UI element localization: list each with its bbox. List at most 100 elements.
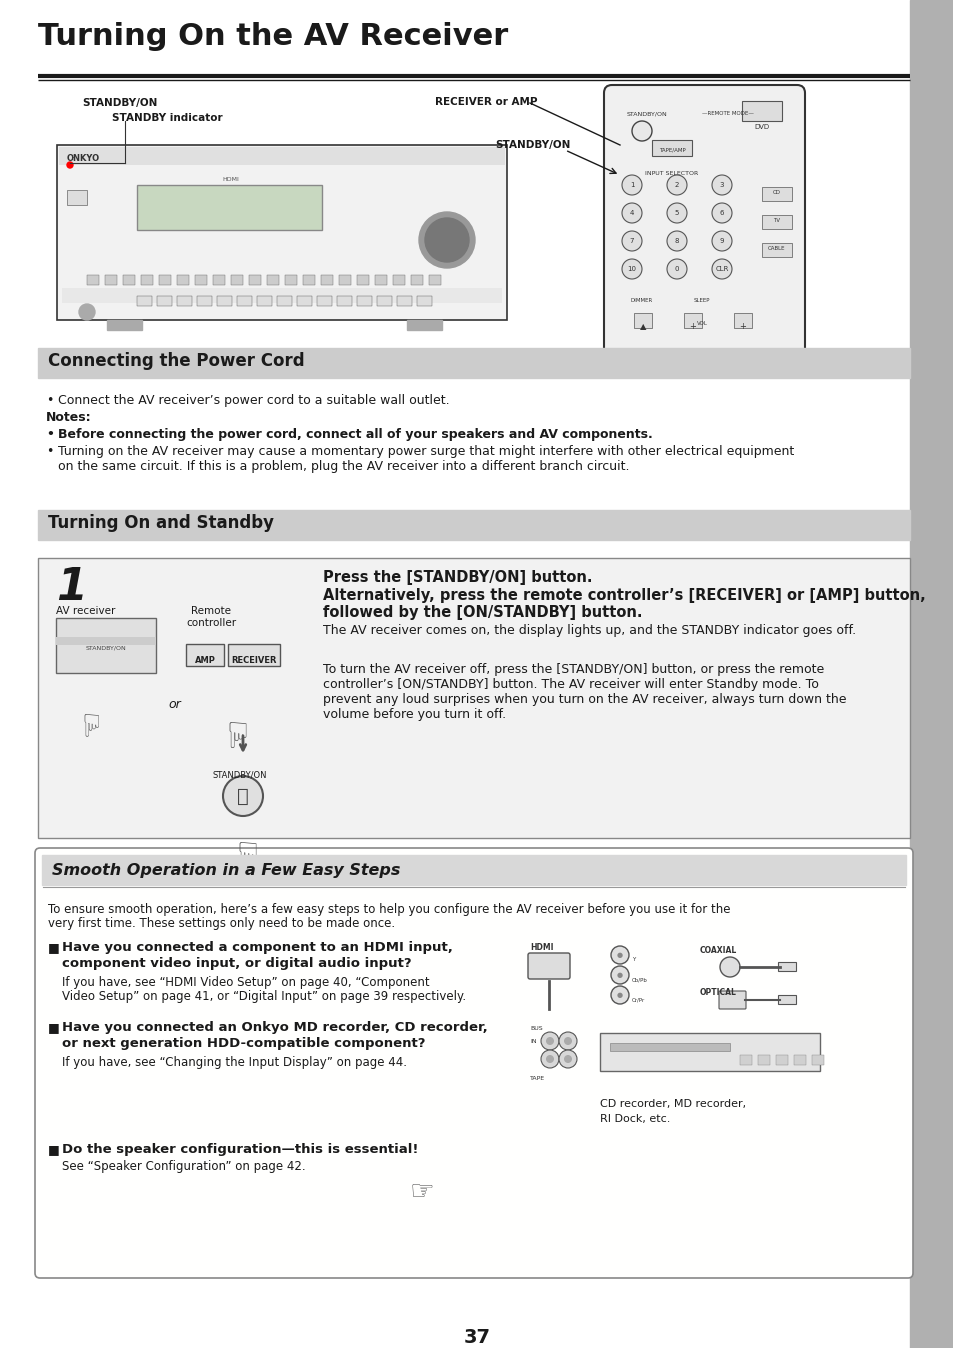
Bar: [216, 297, 232, 306]
Bar: [236, 297, 252, 306]
Text: 10: 10: [627, 266, 636, 272]
Text: ■: ■: [48, 941, 60, 954]
Text: Alternatively, press the remote controller’s [RECEIVER] or [AMP] button,: Alternatively, press the remote controll…: [323, 588, 924, 603]
Text: ■: ■: [48, 1143, 60, 1157]
Text: ⏻: ⏻: [237, 786, 249, 806]
Bar: [683, 313, 701, 328]
Text: 6: 6: [719, 210, 723, 216]
Text: followed by the [ON/STANDBY] button.: followed by the [ON/STANDBY] button.: [323, 605, 641, 620]
Bar: [107, 319, 142, 330]
Text: Turning On the AV Receiver: Turning On the AV Receiver: [38, 22, 508, 51]
Circle shape: [666, 259, 686, 279]
Text: Cb/Pb: Cb/Pb: [631, 977, 647, 981]
Bar: [276, 297, 292, 306]
Circle shape: [621, 175, 641, 195]
Text: Do the speaker configuration—this is essential!: Do the speaker configuration—this is ess…: [62, 1143, 418, 1157]
Text: SLEEP: SLEEP: [693, 298, 709, 303]
Bar: [137, 185, 322, 231]
Text: Connect the AV receiver’s power cord to a suitable wall outlet.: Connect the AV receiver’s power cord to …: [58, 394, 449, 407]
Circle shape: [711, 204, 731, 222]
Circle shape: [711, 231, 731, 251]
Circle shape: [424, 218, 469, 262]
Text: TAPE: TAPE: [530, 1076, 544, 1081]
Bar: [733, 313, 751, 328]
Bar: [336, 297, 352, 306]
Bar: [296, 297, 312, 306]
Text: CD: CD: [772, 190, 781, 195]
Text: 9: 9: [719, 239, 723, 244]
Circle shape: [545, 1055, 554, 1064]
Text: If you have, see “HDMI Video Setup” on page 40, “Component: If you have, see “HDMI Video Setup” on p…: [62, 976, 429, 989]
Bar: [56, 638, 156, 644]
Bar: [356, 297, 372, 306]
Text: 7: 7: [629, 239, 634, 244]
Circle shape: [418, 212, 475, 268]
Bar: [59, 147, 504, 164]
Text: Smooth Operation in a Few Easy Steps: Smooth Operation in a Few Easy Steps: [52, 863, 400, 878]
Circle shape: [711, 175, 731, 195]
Circle shape: [67, 162, 73, 168]
Bar: [599, 1033, 820, 1072]
Bar: [778, 962, 795, 971]
Text: ●: ●: [617, 952, 622, 958]
Text: CD recorder, MD recorder,: CD recorder, MD recorder,: [599, 1099, 745, 1109]
Text: controller’s [ON/STANDBY] button. The AV receiver will enter Standby mode. To: controller’s [ON/STANDBY] button. The AV…: [323, 678, 818, 692]
Text: If you have, see “Changing the Input Display” on page 44.: If you have, see “Changing the Input Dis…: [62, 1055, 407, 1069]
Circle shape: [666, 204, 686, 222]
Bar: [651, 140, 691, 156]
Text: ●: ●: [617, 992, 622, 998]
FancyBboxPatch shape: [719, 991, 745, 1010]
Bar: [87, 275, 99, 284]
Bar: [793, 1055, 805, 1065]
Circle shape: [558, 1033, 577, 1050]
Text: INPUT SELECTOR: INPUT SELECTOR: [644, 171, 698, 177]
Bar: [396, 297, 412, 306]
Text: or: or: [168, 698, 180, 710]
Text: 37: 37: [463, 1328, 490, 1347]
Text: Turning On and Standby: Turning On and Standby: [48, 514, 274, 532]
Text: ●: ●: [617, 972, 622, 979]
Text: See “Speaker Configuration” on page 42.: See “Speaker Configuration” on page 42.: [62, 1161, 305, 1173]
Circle shape: [621, 204, 641, 222]
Bar: [761, 187, 791, 201]
Text: ▲: ▲: [639, 322, 645, 332]
Text: AMP: AMP: [194, 656, 215, 665]
Circle shape: [666, 175, 686, 195]
Text: ■: ■: [48, 1020, 60, 1034]
Bar: [228, 644, 280, 666]
Text: IN: IN: [530, 1039, 536, 1043]
FancyBboxPatch shape: [35, 848, 912, 1278]
Text: Remote
controller: Remote controller: [186, 607, 236, 628]
Bar: [105, 275, 117, 284]
Circle shape: [631, 121, 651, 142]
Text: To turn the AV receiver off, press the [STANDBY/ON] button, or press the remote: To turn the AV receiver off, press the […: [323, 663, 823, 675]
Text: DVD: DVD: [754, 124, 769, 129]
Bar: [320, 275, 333, 284]
FancyBboxPatch shape: [527, 953, 569, 979]
Text: BUS: BUS: [530, 1026, 542, 1031]
Text: HDMI: HDMI: [530, 944, 553, 952]
Bar: [67, 190, 87, 205]
Text: RECEIVER or AMP: RECEIVER or AMP: [435, 97, 537, 106]
Bar: [38, 348, 909, 377]
Text: 1: 1: [56, 566, 87, 609]
Text: The AV receiver comes on, the display lights up, and the STANDBY indicator goes : The AV receiver comes on, the display li…: [323, 624, 855, 638]
Text: ☞: ☞: [410, 1178, 435, 1206]
Bar: [741, 101, 781, 121]
Bar: [761, 214, 791, 229]
Bar: [375, 275, 387, 284]
Text: STANDBY/ON: STANDBY/ON: [495, 140, 570, 150]
Bar: [256, 297, 272, 306]
Text: ☝: ☝: [222, 713, 244, 747]
Text: +: +: [739, 322, 745, 332]
Text: Before connecting the power cord, connect all of your speakers and AV components: Before connecting the power cord, connec…: [58, 429, 652, 441]
Text: Cr/Pr: Cr/Pr: [631, 998, 644, 1002]
Text: —REMOTE MODE—: —REMOTE MODE—: [701, 111, 753, 116]
Text: 5: 5: [674, 210, 679, 216]
Bar: [159, 275, 171, 284]
Bar: [177, 297, 192, 306]
Text: Have you connected a component to an HDMI input,: Have you connected a component to an HDM…: [62, 941, 453, 954]
Bar: [285, 275, 296, 284]
Text: OPTICAL: OPTICAL: [700, 988, 736, 998]
Text: TV: TV: [773, 218, 780, 224]
